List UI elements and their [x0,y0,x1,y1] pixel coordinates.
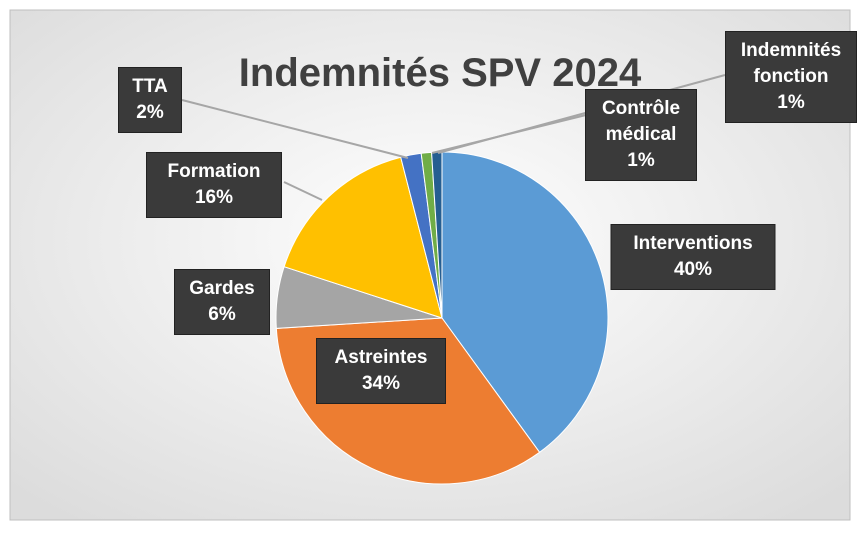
data-label: Interventions 40% [610,224,776,290]
label-name: Formation [167,161,261,182]
leader-line [437,74,726,154]
label-name: Astreintes [334,347,428,368]
data-label: Formation 16% [146,152,282,218]
leader-line [181,99,409,159]
label-value: 2% [136,102,164,123]
data-label: Indemnités fonction 1% [725,31,857,123]
pie-slice [283,156,443,319]
label-value: 1% [777,92,805,113]
chart-title: Indemnités SPV 2024 [239,51,642,95]
label-value: 34% [361,373,401,394]
label-name: Contrôle médical [601,98,681,145]
label-value: 1% [627,150,655,171]
data-label: Contrôle médical 1% [585,89,697,181]
data-label: TTA 2% [118,67,182,133]
label-name: Indemnités fonction [740,40,842,87]
label-value: 6% [208,304,236,325]
leader-line [283,181,323,201]
label-name: Interventions [633,233,753,254]
data-label: Gardes 6% [174,269,270,335]
label-name: Gardes [189,278,255,299]
label-value: 40% [673,259,713,280]
pie-slice [441,151,609,453]
data-label: Astreintes 34% [316,338,446,404]
label-name: TTA [132,76,168,97]
label-value: 16% [194,187,234,208]
